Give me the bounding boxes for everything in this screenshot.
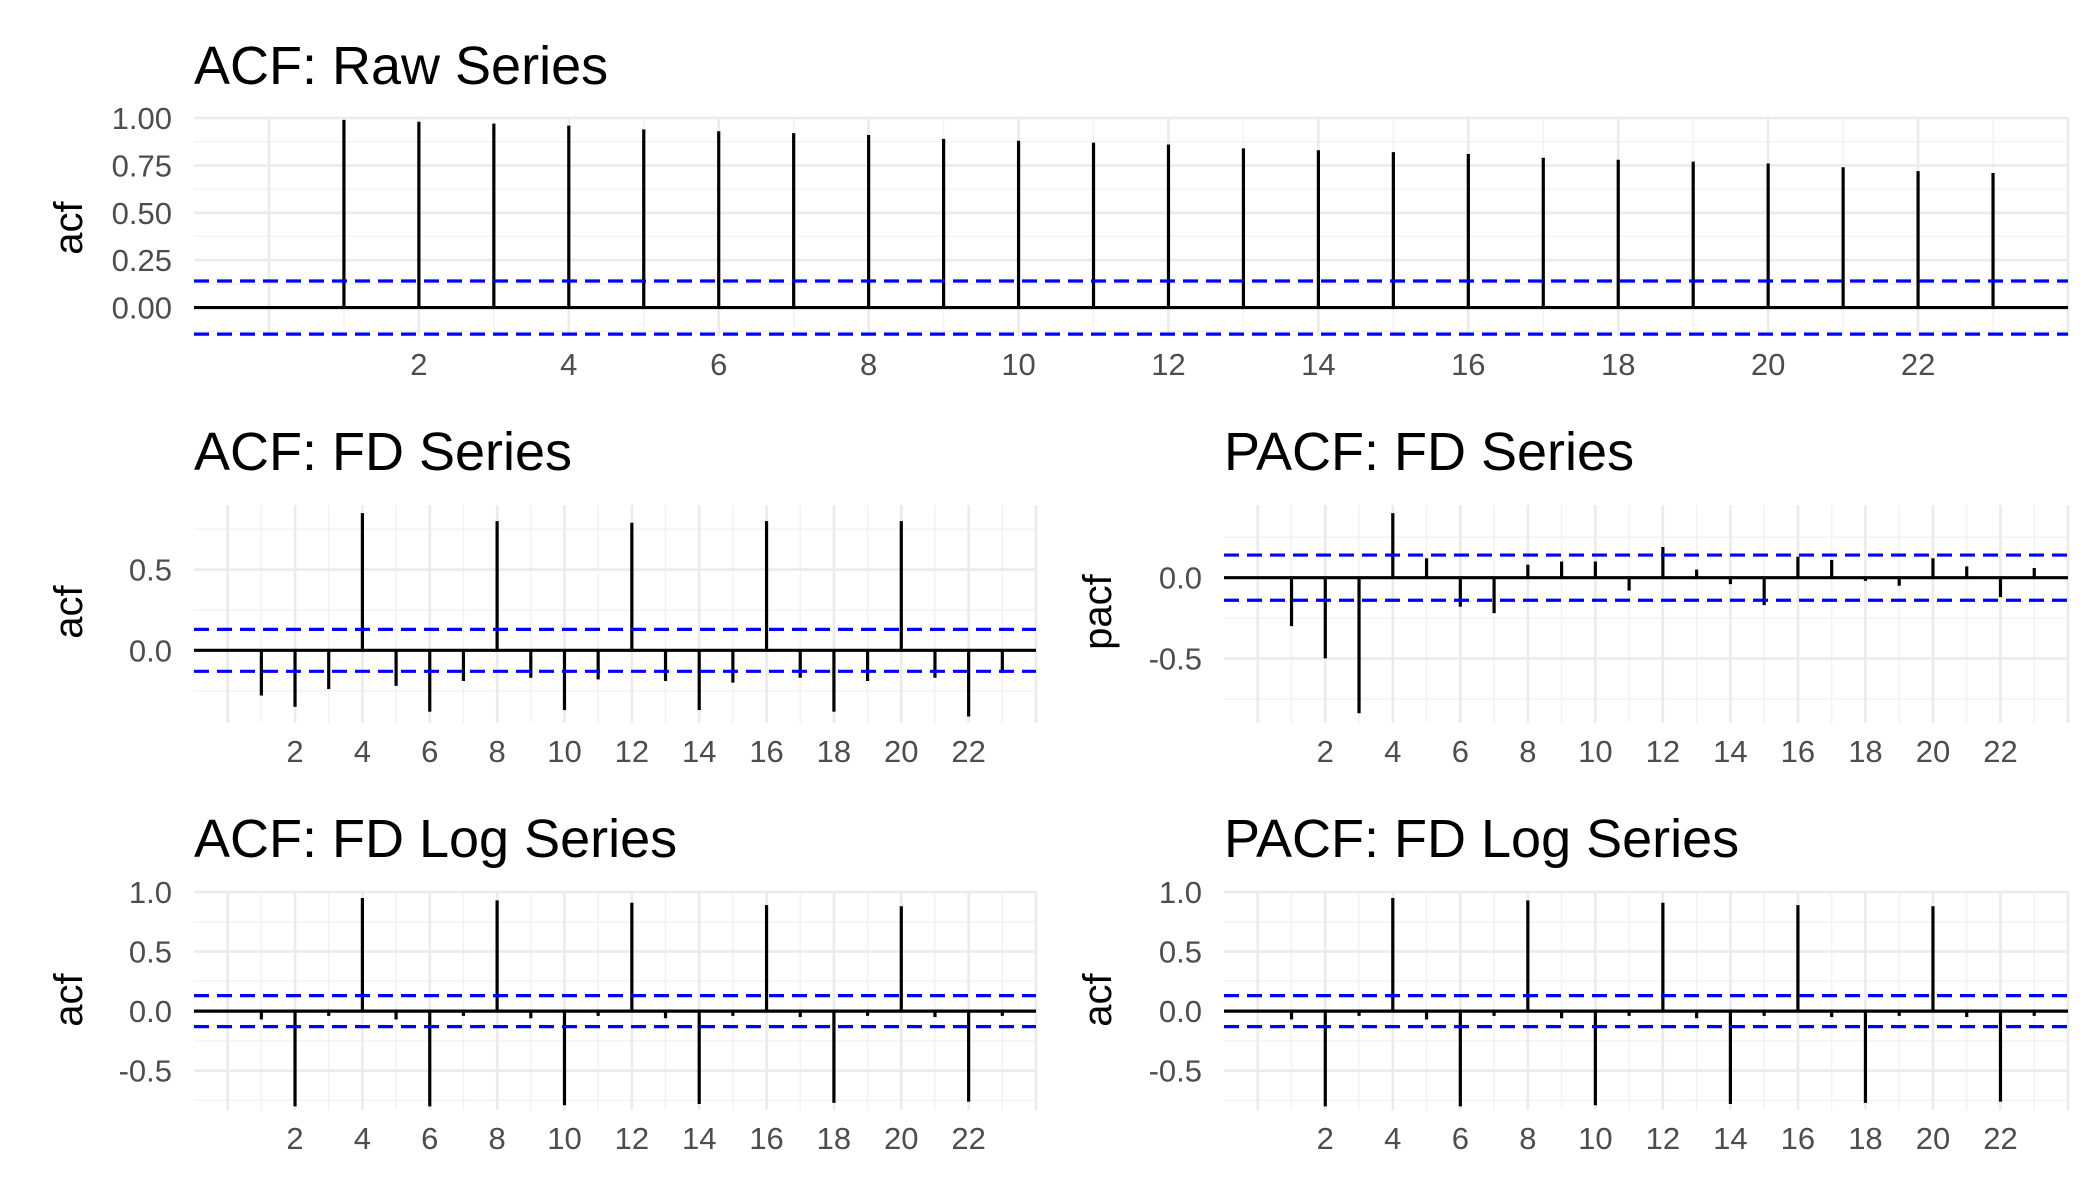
x-tick-label: 20: [1751, 347, 1785, 382]
x-tick-label: 2: [286, 734, 303, 769]
x-tick-label: 10: [1001, 347, 1035, 382]
x-tick-label: 10: [547, 1121, 581, 1156]
x-tick-label: 8: [488, 1121, 505, 1156]
x-tick-label: 2: [1317, 734, 1334, 769]
x-tick-label: 12: [1151, 347, 1185, 382]
x-tick-label: 18: [817, 734, 851, 769]
x-tick-label: 16: [1781, 1121, 1815, 1156]
panel-acf-fd-log: ACF: FD Log Series acf -0.5 0.0 0.5 1.0 2 4 6 8…: [47, 809, 1038, 1156]
x-tick-label: 16: [1451, 347, 1485, 382]
panel-title: ACF: Raw Series: [194, 36, 608, 96]
x-tick-label: 20: [1916, 1121, 1950, 1156]
x-tick-label: 4: [354, 1121, 371, 1156]
panel-title: ACF: FD Series: [194, 422, 572, 482]
x-tick-label: 12: [615, 734, 649, 769]
x-tick-label: 12: [1646, 734, 1680, 769]
x-tick-label: 6: [710, 347, 727, 382]
x-tick-label: 22: [1983, 734, 2017, 769]
x-tick-label: 16: [1781, 734, 1815, 769]
y-tick-label: 0.50: [112, 196, 172, 231]
y-tick-label: -0.5: [119, 1054, 172, 1089]
panel-title: PACF: FD Series: [1224, 422, 1634, 482]
y-tick-label: 0.00: [112, 291, 172, 326]
x-tick-label: 14: [1713, 734, 1747, 769]
y-tick-label: 0.0: [129, 633, 172, 668]
x-tick-label: 10: [547, 734, 581, 769]
y-tick-label: -0.5: [1149, 641, 1202, 676]
y-axis-label: pacf: [1076, 573, 1120, 649]
panel-acf-raw: ACF: Raw Series acf 0.00 0.25 0.50 0.75 1.00…: [47, 36, 2070, 382]
x-tick-label: 6: [421, 1121, 438, 1156]
x-tick-label: 12: [615, 1121, 649, 1156]
x-tick-label: 10: [1578, 1121, 1612, 1156]
x-tick-label: 4: [560, 347, 577, 382]
x-tick-label: 14: [1713, 1121, 1747, 1156]
y-axis-label: acf: [47, 584, 91, 638]
plot-area: -0.5 0.0 0.5 1.0 2 4 6 8 10 12 14 16 18 20 22: [119, 875, 1038, 1156]
y-tick-label: 0.0: [129, 994, 172, 1029]
x-tick-label: 16: [749, 734, 783, 769]
y-tick-label: 1.0: [129, 875, 172, 910]
y-axis-label: acf: [47, 972, 91, 1026]
x-tick-label: 22: [1983, 1121, 2017, 1156]
x-tick-label: 6: [1452, 734, 1469, 769]
x-tick-label: 20: [884, 734, 918, 769]
y-tick-label: -0.5: [1149, 1054, 1202, 1089]
x-tick-label: 8: [1519, 734, 1536, 769]
y-tick-label: 1.0: [1159, 875, 1202, 910]
x-tick-label: 8: [488, 734, 505, 769]
x-tick-label: 8: [860, 347, 877, 382]
x-tick-label: 2: [286, 1121, 303, 1156]
x-tick-label: 10: [1578, 734, 1612, 769]
x-tick-label: 18: [1848, 1121, 1882, 1156]
x-tick-label: 14: [682, 734, 716, 769]
x-tick-label: 16: [749, 1121, 783, 1156]
plot-area: 0.00 0.25 0.50 0.75 1.00 2 4 6 8 10 12 14 16 18 20 22: [112, 101, 2070, 382]
x-tick-label: 6: [1452, 1121, 1469, 1156]
plot-area: -0.5 0.0 2 4 6 8 10 12 14 16 18 20 22: [1149, 505, 2070, 769]
y-tick-label: 0.0: [1159, 994, 1202, 1029]
panel-pacf-fd-log: PACF: FD Log Series acf -0.5 0.0 0.5 1.0 2 4 6…: [1076, 809, 2070, 1156]
x-tick-label: 18: [1848, 734, 1882, 769]
x-tick-label: 18: [817, 1121, 851, 1156]
x-tick-label: 22: [1901, 347, 1935, 382]
x-tick-label: 22: [951, 734, 985, 769]
y-tick-label: 0.5: [129, 935, 172, 970]
plot-area: -0.5 0.0 0.5 1.0 2 4 6 8 10 12 14 16 18 20 22: [1149, 875, 2070, 1156]
panel-title: PACF: FD Log Series: [1224, 809, 1739, 869]
y-tick-label: 0.5: [1159, 935, 1202, 970]
panel-title: ACF: FD Log Series: [194, 809, 677, 869]
plot-area: 0.0 0.5 2 4 6 8 10 12 14 16 18 20 22: [129, 505, 1038, 769]
panel-acf-fd: ACF: FD Series acf 0.0 0.5 2 4 6 8 10 12 14 16 18 2…: [47, 422, 1038, 769]
y-tick-label: 0.75: [112, 148, 172, 183]
x-tick-label: 14: [682, 1121, 716, 1156]
x-tick-label: 2: [410, 347, 427, 382]
x-tick-label: 4: [1384, 734, 1401, 769]
x-tick-label: 4: [1384, 1121, 1401, 1156]
x-tick-label: 12: [1646, 1121, 1680, 1156]
x-tick-label: 20: [1916, 734, 1950, 769]
x-tick-label: 4: [354, 734, 371, 769]
x-tick-label: 14: [1301, 347, 1335, 382]
y-tick-label: 0.25: [112, 243, 172, 278]
y-tick-label: 0.5: [129, 553, 172, 588]
x-tick-label: 6: [421, 734, 438, 769]
x-tick-label: 22: [951, 1121, 985, 1156]
x-tick-label: 8: [1519, 1121, 1536, 1156]
x-tick-label: 20: [884, 1121, 918, 1156]
y-axis-label: acf: [1076, 972, 1120, 1026]
y-axis-label: acf: [47, 200, 91, 254]
x-tick-label: 2: [1317, 1121, 1334, 1156]
y-tick-label: 1.00: [112, 101, 172, 136]
y-tick-label: 0.0: [1159, 561, 1202, 596]
x-tick-label: 18: [1601, 347, 1635, 382]
panel-pacf-fd: PACF: FD Series pacf -0.5 0.0 2 4 6 8 10 12 14 16…: [1076, 422, 2070, 769]
